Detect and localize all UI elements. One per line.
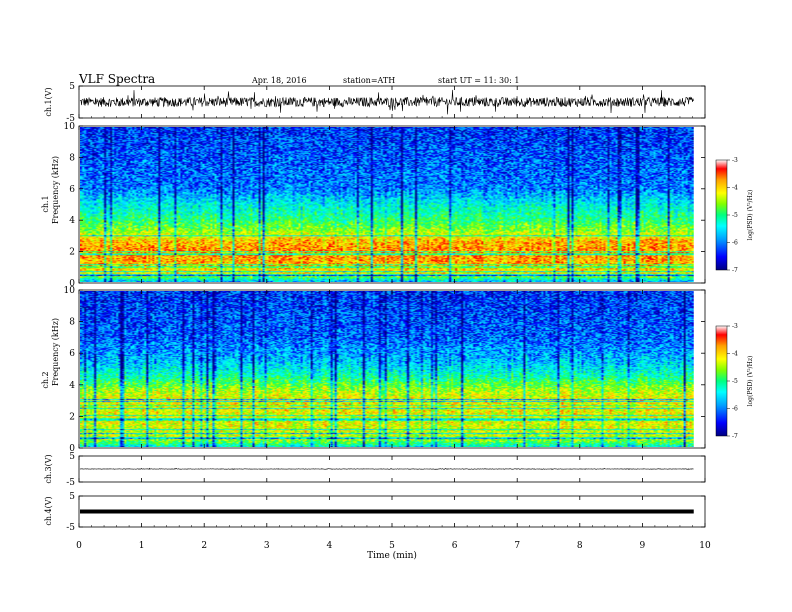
y-tick-label: 0: [69, 279, 75, 289]
ch2-spectrogram-plot: [80, 291, 694, 447]
ch1-waveform-ylabel: ch.1(V): [44, 87, 53, 116]
y-tick-label: 5: [69, 452, 75, 462]
ch2-colorbar-label: log(PSD) (V²/Hz): [747, 356, 754, 407]
x-tick-label: 6: [452, 541, 458, 551]
colorbar-tick-label: -4: [732, 351, 738, 358]
y-tick-label: 5: [69, 82, 75, 92]
colorbar-tick-label: -4: [732, 185, 738, 192]
colorbar-tick-label: -6: [732, 406, 738, 413]
figure-title: VLF Spectra: [78, 72, 155, 86]
y-tick-label: 2: [69, 248, 75, 258]
y-tick-label: -5: [66, 114, 75, 124]
x-tick-label: 2: [201, 541, 207, 551]
y-tick-label: 6: [69, 349, 75, 359]
header-station: station=ATH: [343, 76, 395, 85]
colorbar-tick-label: -7: [732, 267, 738, 274]
colorbar-tick-label: -5: [732, 212, 738, 219]
y-tick-label: 5: [69, 492, 75, 502]
ch2-spectrogram-channel-label: ch.2: [41, 371, 50, 388]
y-tick-label: 8: [69, 153, 75, 163]
header-start-time: start UT = 11: 30: 1: [438, 76, 519, 85]
x-tick-label: 7: [514, 541, 520, 551]
header-date: Apr. 18, 2016: [251, 76, 307, 85]
ch1-colorbar-label: log(PSD) (V²/Hz): [747, 190, 754, 241]
x-tick-label: 3: [264, 541, 270, 551]
y-tick-label: 8: [69, 318, 75, 328]
ch2-colorbar-scale: [715, 325, 728, 437]
y-tick-label: -5: [66, 478, 75, 488]
x-tick-label: 9: [640, 541, 646, 551]
y-tick-label: 10: [64, 286, 76, 296]
y-tick-label: 4: [69, 381, 75, 391]
colorbar-tick-label: -3: [732, 157, 738, 164]
ch3-waveform-line: [79, 467, 694, 471]
colorbar-tick-label: -6: [732, 240, 738, 247]
ch1-colorbar-scale: [715, 159, 728, 271]
x-tick-label: 0: [76, 541, 82, 551]
ch2-spectrogram-ylabel: Frequency (kHz): [51, 318, 60, 386]
x-tick-label: 5: [389, 541, 395, 551]
colorbar-tick-label: -5: [732, 378, 738, 385]
x-tick-label: 1: [139, 541, 145, 551]
ch1-waveform-line: [79, 89, 694, 115]
axis-ticks: 0 1 2 3 4 5 6 7 8 9 105-5108642010864205-55-5-3-4-…: [64, 82, 738, 551]
y-tick-label: 2: [69, 412, 75, 422]
ch4-waveform-ylabel: ch.4(V): [44, 496, 53, 525]
y-tick-label: 4: [69, 216, 75, 226]
y-tick-label: 6: [69, 185, 75, 195]
colorbar-tick-label: -3: [732, 323, 738, 330]
x-tick-label: 10: [699, 541, 711, 551]
y-tick-label: 10: [64, 122, 76, 132]
ch1-spectrogram-heatmap: [80, 127, 694, 282]
x-axis-label: Time (min): [367, 550, 417, 561]
y-tick-label: -5: [66, 523, 75, 533]
y-tick-label: 0: [69, 444, 75, 454]
ch2-spectrogram-heatmap: [80, 291, 694, 447]
x-tick-label: 4: [327, 541, 333, 551]
ch3-waveform-ylabel: ch.3(V): [44, 454, 53, 483]
x-tick-label: 8: [577, 541, 583, 551]
colorbar-tick-label: -7: [732, 433, 738, 440]
ch1-spectrogram-channel-label: ch.1: [41, 195, 50, 212]
ch1-spectrogram-ylabel: Frequency (kHz): [51, 156, 60, 224]
ch1-spectrogram-plot: [80, 127, 694, 282]
